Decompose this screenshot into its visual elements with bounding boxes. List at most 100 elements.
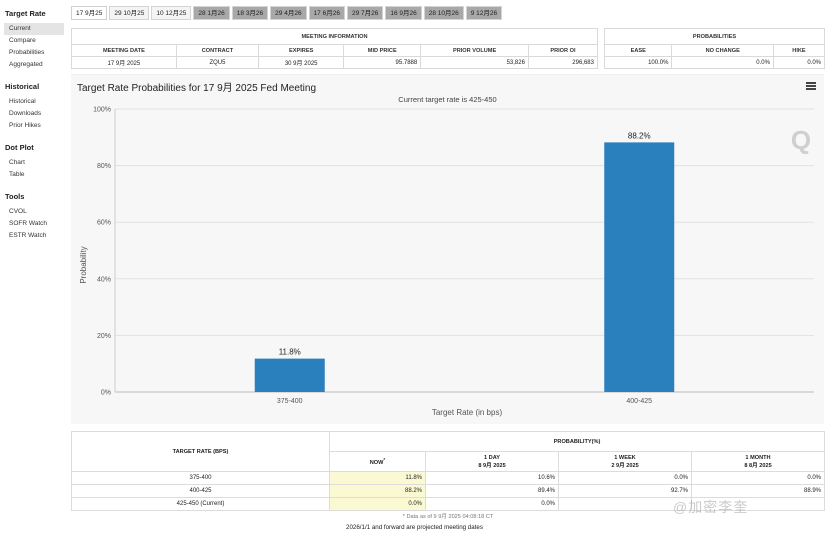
column-header: PRIOR VOLUME — [420, 44, 529, 57]
mid-price-value: 95.7888 — [343, 56, 422, 69]
column-header: NO CHANGE — [671, 44, 774, 57]
table-row: 375-400 11.8% 10.6% 0.0% 0.0% — [71, 471, 825, 485]
column-header: HIKE — [772, 44, 826, 57]
one-day-header: 1 DAY 8 9月 2025 — [425, 451, 559, 472]
contract-value: ZQU5 — [175, 56, 260, 69]
probabilities-summary-table: PROBABILITIES EASE NO CHANGE HIKE 100.0%… — [603, 28, 826, 69]
sidebar-item-sofr-watch[interactable]: SOFR Watch — [9, 220, 48, 227]
ease-value: 100.0% — [603, 56, 673, 69]
table-row: 425-450 (Current) 0.0% 0.0% — [71, 497, 825, 511]
rate-cell: 400-425 — [71, 484, 330, 498]
meeting-date-value: 17 9月 2025 — [71, 56, 177, 69]
tab-meeting-date[interactable]: 29 10月25 — [109, 6, 150, 20]
bar — [604, 142, 675, 392]
column-header: MID PRICE — [343, 44, 422, 57]
tab-meeting-date[interactable]: 29 7月26 — [346, 6, 384, 20]
one-month-cell — [691, 497, 825, 511]
column-header: PRIOR OI — [527, 44, 599, 57]
now-cell: 0.0% — [329, 497, 426, 511]
data-label: 88.2% — [628, 131, 651, 140]
sidebar-item-chart[interactable]: Chart — [9, 159, 25, 166]
meeting-date-tabs: 17 9月25 29 10月25 10 12月25 28 1月26 18 3月2… — [71, 6, 503, 20]
one-week-cell: 0.0% — [558, 471, 692, 485]
now-cell: 88.2% — [329, 484, 426, 498]
no-change-value: 0.0% — [671, 56, 774, 69]
sidebar-item-table[interactable]: Table — [9, 171, 25, 178]
probability-table: TARGET RATE (BPS) PROBABILITY(%) NOW* 1 … — [71, 431, 825, 521]
sidebar-section-dot-plot: Dot Plot Chart Table — [0, 142, 68, 181]
tab-meeting-date[interactable]: 17 9月25 — [71, 6, 108, 20]
tab-meeting-date[interactable]: 17 6月26 — [308, 6, 345, 20]
sidebar-item-historical[interactable]: Historical — [9, 98, 36, 105]
sidebar-heading: Historical — [5, 82, 40, 91]
y-tick-label: 40% — [97, 276, 111, 283]
rate-cell: 425-450 (Current) — [71, 497, 330, 511]
y-axis-label: Probability — [79, 246, 88, 283]
target-rate-header: TARGET RATE (BPS) — [71, 431, 330, 472]
probability-bar-chart: 0% 20% 40% 60% 80% 100% 11.8% 375-400 88.2% 400-4… — [79, 107, 814, 417]
tab-meeting-date[interactable]: 28 10月26 — [423, 6, 464, 20]
sidebar-item-compare[interactable]: Compare — [9, 37, 36, 44]
table-row: 400-425 88.2% 89.4% 92.7% 88.9% — [71, 484, 825, 498]
chart-panel: Target Rate Probabilities for 17 9月 2025… — [71, 74, 824, 424]
column-header: EASE — [603, 44, 673, 57]
y-tick-label: 100% — [93, 107, 111, 114]
sidebar-heading: Dot Plot — [5, 143, 34, 152]
tab-meeting-date[interactable]: 10 12月25 — [151, 6, 192, 20]
tab-meeting-date[interactable]: 9 12月26 — [465, 6, 503, 20]
x-tick-label: 375-400 — [277, 398, 303, 405]
column-header: MEETING DATE — [71, 44, 177, 57]
sidebar-item-probabilities[interactable]: Probabilities — [9, 49, 45, 56]
column-header: EXPIRES — [258, 44, 345, 57]
tab-meeting-date[interactable]: 29 4月26 — [270, 6, 307, 20]
y-tick-label: 60% — [97, 220, 111, 227]
one-day-cell: 10.6% — [425, 471, 559, 485]
sidebar-item-prior-hikes[interactable]: Prior Hikes — [9, 122, 41, 129]
prior-oi-value: 296,683 — [527, 56, 599, 69]
meeting-information-title: MEETING INFORMATION — [71, 28, 598, 45]
one-week-cell — [558, 497, 692, 511]
meeting-information-table: MEETING INFORMATION MEETING DATE CONTRAC… — [71, 28, 599, 69]
bar — [254, 358, 325, 392]
probabilities-title: PROBABILITIES — [604, 28, 825, 45]
sidebar-item-downloads[interactable]: Downloads — [9, 110, 42, 117]
data-timestamp-note: * Data as of 9 9月 2025 04:08:18 CT — [402, 513, 494, 520]
rate-cell: 375-400 — [71, 471, 330, 485]
sidebar-heading: Target Rate — [5, 9, 46, 18]
one-month-cell: 0.0% — [691, 471, 825, 485]
sidebar-section-target-rate: Target Rate Current Compare Probabilitie… — [0, 8, 68, 71]
tab-meeting-date[interactable]: 28 1月26 — [193, 6, 230, 20]
sidebar-heading: Tools — [5, 192, 25, 201]
sidebar-item-estr-watch[interactable]: ESTR Watch — [9, 232, 47, 239]
y-tick-label: 0% — [101, 390, 111, 397]
prior-volume-value: 53,826 — [420, 56, 529, 69]
sidebar: Target Rate Current Compare Probabilitie… — [0, 0, 68, 534]
x-axis-label: Target Rate (in bps) — [432, 408, 503, 417]
q-logo: Q — [791, 125, 811, 155]
projected-dates-note: 2026/1/1 and forward are projected meeti… — [346, 524, 483, 531]
y-tick-label: 80% — [97, 163, 111, 170]
hike-value: 0.0% — [772, 56, 826, 69]
sidebar-section-historical: Historical Historical Downloads Prior Hi… — [0, 81, 68, 132]
one-month-cell: 88.9% — [691, 484, 825, 498]
hamburger-menu-icon[interactable] — [806, 82, 816, 90]
one-month-header: 1 MONTH 8 8月 2025 — [691, 451, 825, 472]
tab-meeting-date[interactable]: 18 3月26 — [231, 6, 269, 20]
one-day-cell: 0.0% — [425, 497, 559, 511]
expires-value: 30 9月 2025 — [258, 56, 345, 69]
one-week-cell: 92.7% — [558, 484, 692, 498]
now-header: NOW* — [329, 451, 426, 472]
data-label: 11.8% — [279, 348, 301, 357]
sidebar-item-cvol[interactable]: CVOL — [9, 208, 27, 215]
now-cell: 11.8% — [329, 471, 426, 485]
sidebar-item-aggregated[interactable]: Aggregated — [9, 61, 43, 68]
probability-group-header: PROBABILITY(%) — [329, 431, 825, 452]
chart-subtitle: Current target rate is 425-450 — [398, 95, 497, 104]
y-tick-label: 20% — [97, 333, 111, 340]
chart-title: Target Rate Probabilities for 17 9月 2025… — [77, 83, 317, 94]
column-header: CONTRACT — [175, 44, 260, 57]
sidebar-item-current[interactable]: Current — [4, 23, 64, 35]
one-day-cell: 89.4% — [425, 484, 559, 498]
sidebar-section-tools: Tools CVOL SOFR Watch ESTR Watch — [0, 191, 68, 242]
tab-meeting-date[interactable]: 16 9月26 — [385, 6, 422, 20]
